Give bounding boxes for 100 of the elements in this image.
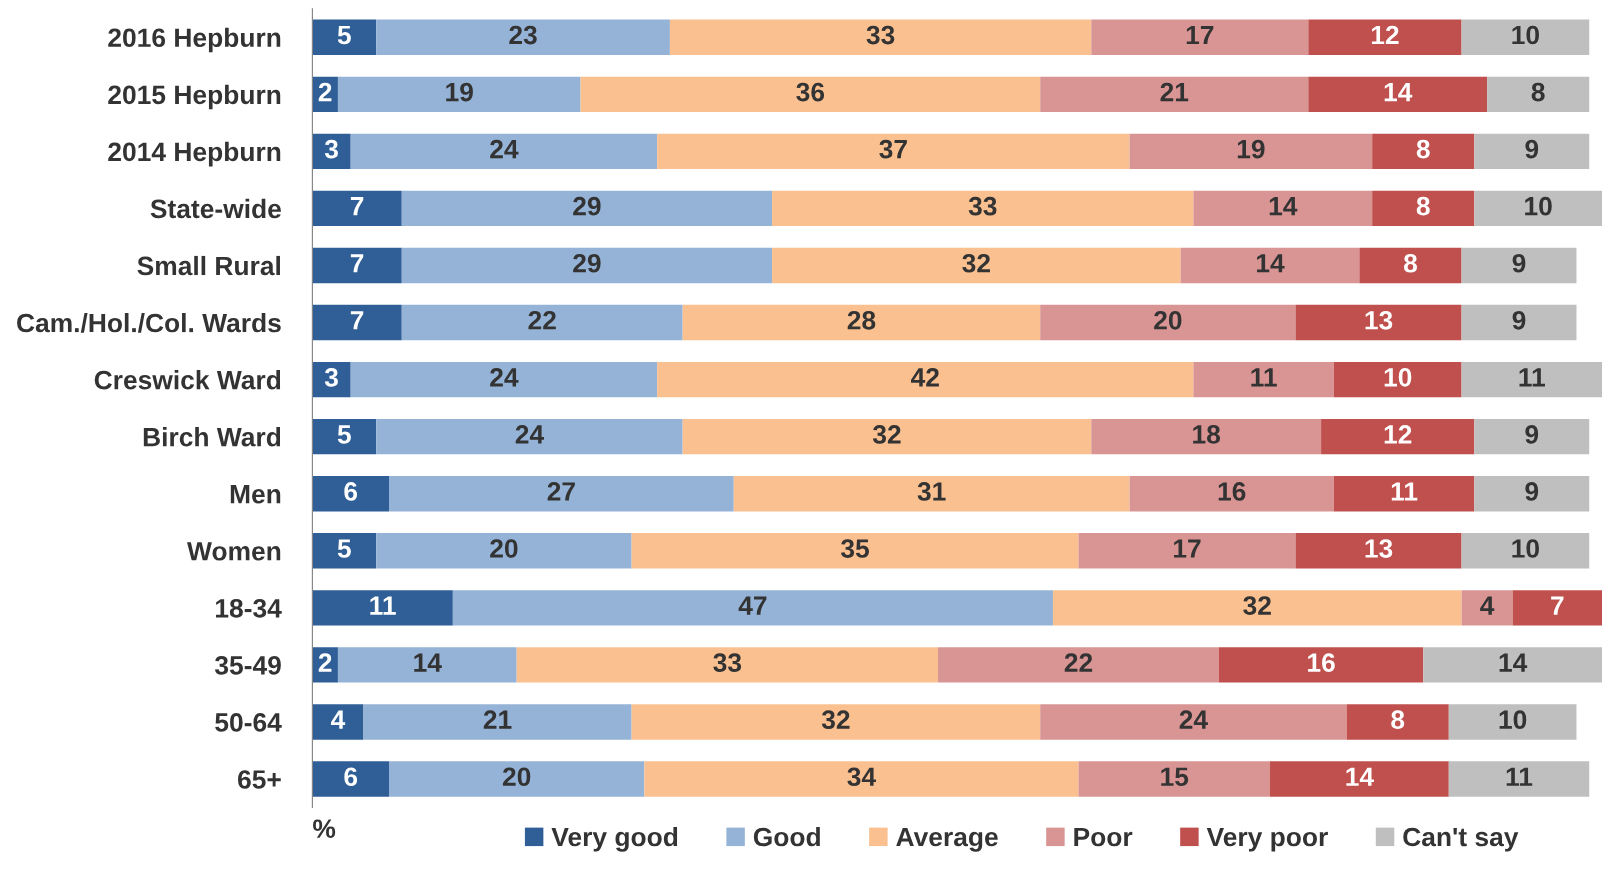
- data-label: 10: [1384, 368, 1412, 387]
- data-label: 32: [821, 710, 850, 730]
- data-label: 32: [1243, 596, 1271, 615]
- data-label: 20: [1154, 310, 1182, 330]
- data-label: 11: [1506, 767, 1533, 786]
- data-label: 14: [1346, 767, 1374, 786]
- bar: [1474, 476, 1590, 512]
- data-label: 34: [847, 767, 876, 787]
- bar: [312, 761, 389, 797]
- bar: [1091, 418, 1322, 455]
- data-label: 12: [1371, 25, 1399, 45]
- data-label: 9: [1512, 253, 1526, 273]
- data-label: 11: [1391, 482, 1418, 501]
- data-label: 7: [350, 197, 364, 216]
- data-label: 9: [1525, 139, 1539, 159]
- bar: [1372, 133, 1475, 170]
- bar: [1487, 76, 1590, 112]
- bar: [312, 590, 453, 626]
- data-label: 10: [1512, 539, 1539, 558]
- bar: [772, 247, 1181, 284]
- bar: [312, 304, 402, 341]
- data-label: 6: [344, 482, 358, 501]
- data-label: 6: [344, 767, 358, 787]
- data-label: 4: [1480, 596, 1495, 615]
- data-label: 7: [350, 311, 364, 330]
- y-tick-label: Cam./Hol./Col. Wards: [17, 312, 281, 333]
- bar: [1321, 418, 1475, 455]
- bar: [1461, 247, 1577, 284]
- data-label: 35: [840, 539, 869, 558]
- bar: [312, 19, 377, 55]
- bar: [1474, 133, 1590, 170]
- bar: [1461, 590, 1513, 626]
- bar: [631, 533, 1079, 569]
- y-tick-label: 65+: [238, 770, 281, 789]
- bar: [1461, 533, 1590, 569]
- bar: [312, 533, 377, 569]
- data-label: 29: [573, 196, 601, 216]
- bar: [1372, 190, 1475, 227]
- data-label: 11: [1519, 368, 1545, 387]
- bar: [312, 418, 377, 455]
- data-label: 33: [866, 25, 895, 45]
- data-label: 11: [1251, 368, 1277, 387]
- bar: [733, 476, 1130, 512]
- bar: [312, 190, 402, 227]
- bar: [772, 190, 1194, 227]
- legend-label: Very good: [551, 826, 678, 852]
- data-label: 13: [1365, 310, 1393, 330]
- y-tick-label: 50-64: [215, 713, 282, 732]
- data-label: 5: [337, 25, 351, 45]
- data-label: 20: [502, 767, 531, 787]
- bar: [389, 761, 645, 797]
- bar: [1193, 361, 1334, 398]
- bar: [682, 418, 1092, 455]
- data-label: 8: [1416, 139, 1430, 159]
- data-label: 32: [962, 253, 990, 273]
- bar: [1474, 190, 1602, 227]
- data-label: 13: [1365, 539, 1393, 558]
- bar: [1423, 647, 1602, 683]
- data-label: 14: [1257, 254, 1285, 273]
- data-label: 11: [370, 596, 396, 615]
- bar: [1474, 418, 1590, 455]
- bar: [1461, 361, 1602, 398]
- data-label: 24: [490, 368, 519, 387]
- data-label: 32: [872, 425, 901, 444]
- data-label: 24: [515, 425, 544, 444]
- bar: [1040, 704, 1347, 740]
- bar: [1091, 19, 1309, 55]
- data-label: 42: [911, 368, 939, 387]
- data-label: 10: [1499, 710, 1527, 730]
- legend-label: Very poor: [1206, 827, 1328, 852]
- data-label: 33: [713, 653, 742, 672]
- bar: [1180, 247, 1360, 284]
- data-label: 31: [917, 482, 946, 501]
- data-label: 22: [1064, 653, 1093, 672]
- bar: [376, 533, 632, 569]
- data-label: 3: [324, 139, 338, 159]
- data-label: 12: [1384, 425, 1412, 444]
- bar: [312, 476, 389, 512]
- bar: [669, 19, 1092, 55]
- data-label: 2: [318, 653, 332, 672]
- bar: [1333, 476, 1475, 512]
- data-label: 5: [337, 539, 351, 558]
- data-label: 20: [490, 539, 518, 558]
- data-label: 9: [1512, 310, 1526, 330]
- bar: [1333, 361, 1462, 398]
- bar: [312, 704, 364, 740]
- bar: [1346, 704, 1449, 740]
- data-label: 24: [1179, 710, 1208, 729]
- x-axis-title: %: [313, 819, 336, 838]
- bar: [1129, 476, 1334, 512]
- data-label: 28: [847, 310, 876, 330]
- bar: [376, 19, 670, 55]
- bar: [1040, 76, 1309, 112]
- bar: [337, 647, 517, 683]
- data-label: 8: [1416, 196, 1430, 216]
- data-label: 4: [330, 710, 346, 729]
- data-label: 19: [446, 82, 473, 102]
- bar: [1270, 761, 1449, 797]
- data-label: 22: [528, 310, 556, 330]
- bar: [938, 647, 1219, 683]
